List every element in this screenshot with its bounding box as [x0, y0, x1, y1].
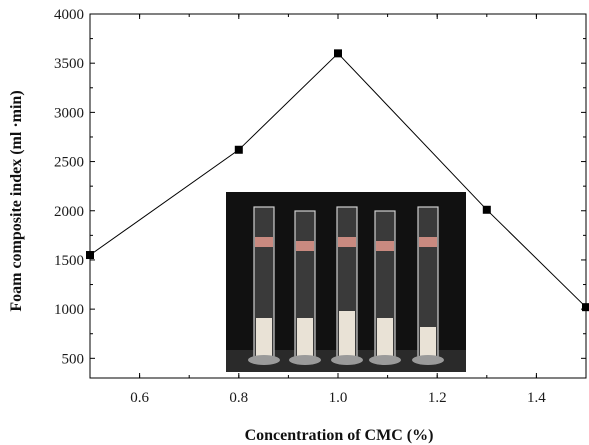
cylinder-label: [296, 241, 314, 251]
x-tick-label: 0.6: [130, 390, 149, 406]
y-tick-label: 2000: [54, 204, 84, 220]
cylinder-label: [338, 237, 356, 247]
x-tick-label: 1.2: [428, 390, 447, 406]
cylinder-foam: [377, 318, 393, 356]
cylinder-label: [376, 241, 394, 251]
cylinder-label: [255, 237, 273, 247]
data-point: [334, 49, 342, 58]
cylinder: [331, 206, 363, 365]
y-tick-label: 3000: [54, 105, 84, 121]
cylinder-base: [331, 355, 363, 365]
cylinder: [369, 210, 401, 365]
x-tick-label: 0.8: [229, 390, 248, 406]
y-tick-label: 500: [62, 351, 85, 367]
y-tick-label: 3500: [54, 56, 84, 72]
cylinder-label: [419, 237, 437, 247]
cylinder-base: [412, 355, 444, 365]
cylinder: [412, 206, 444, 365]
x-tick-label: 1.0: [329, 390, 348, 406]
cylinder: [248, 206, 280, 365]
cylinders: [248, 206, 444, 365]
cylinder-base: [289, 355, 321, 365]
plot-frame: [89, 13, 587, 379]
cylinder-foam: [420, 327, 436, 356]
cylinder-foam: [297, 318, 313, 356]
data-point: [482, 205, 491, 214]
y-tick-label: 4000: [54, 7, 84, 23]
cylinder: [289, 210, 321, 365]
data-point: [234, 145, 243, 154]
x-axis-title: Concentration of CMC (%): [245, 427, 434, 444]
x-tick-label: 1.4: [527, 390, 546, 406]
y-axis-title: Foam composite index (ml ·min): [8, 90, 25, 311]
y-tick-label: 2500: [54, 155, 84, 171]
y-ticks: 500 1000 1500 2000 2500 3000 3500 4000: [54, 7, 586, 367]
cylinder-foam: [339, 311, 355, 356]
inset-photo: [226, 192, 466, 372]
y-tick-label: 1000: [54, 302, 84, 318]
x-ticks: 0.6 0.8 1.0 1.2 1.4: [89, 14, 587, 406]
cylinder-base: [369, 355, 401, 365]
y-tick-label: 1500: [54, 253, 84, 269]
cylinder-foam: [256, 318, 272, 356]
cylinder-base: [248, 355, 280, 365]
